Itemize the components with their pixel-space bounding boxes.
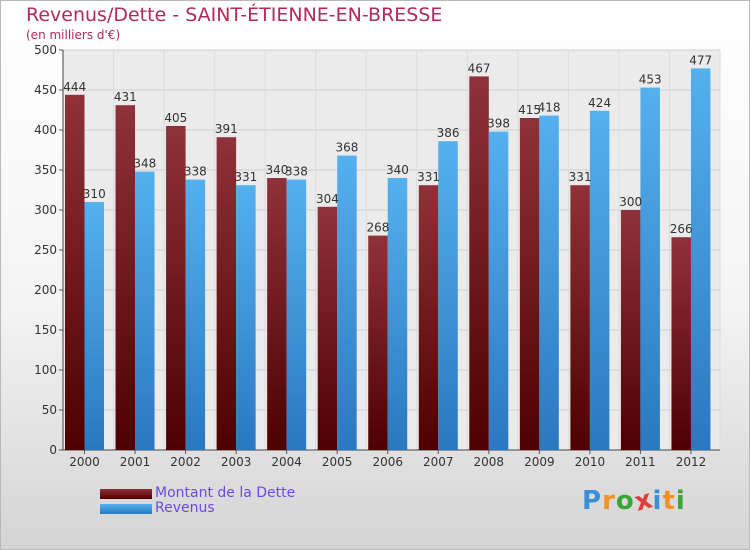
- data-label-revenus: 348: [133, 157, 156, 171]
- bar-dette: [519, 118, 540, 450]
- data-label-dette: 431: [114, 90, 137, 104]
- logo-letter: t: [662, 486, 676, 516]
- legend-label-dette: Montant de la Dette: [155, 485, 296, 501]
- bar-revenus: [387, 178, 408, 450]
- logo-letter: i: [675, 486, 686, 516]
- logo-letter: P: [582, 486, 603, 516]
- chart-subtitle: (en milliers d'€): [26, 28, 121, 42]
- data-label-dette: 415: [518, 103, 541, 117]
- data-label-revenus: 338: [184, 165, 207, 179]
- data-label-revenus: 338: [285, 165, 308, 179]
- chart-title: Revenus/Dette - SAINT-ÉTIENNE-EN-BRESSE: [26, 4, 443, 26]
- bar-dette: [469, 76, 489, 451]
- logo-letter: r: [602, 486, 616, 516]
- data-label-dette: 268: [367, 221, 390, 235]
- x-tick-label: 2011: [625, 455, 656, 469]
- x-tick-label: 2012: [676, 455, 707, 469]
- bar-dette: [267, 178, 287, 450]
- y-tick-label: 350: [34, 163, 57, 177]
- bar-revenus: [488, 131, 509, 450]
- bar-revenus: [438, 141, 458, 450]
- x-tick-label: 2010: [575, 455, 606, 469]
- data-label-revenus: 340: [386, 163, 409, 177]
- legend-swatch-revenus: [100, 504, 152, 514]
- x-tick-label: 2007: [423, 455, 454, 469]
- bar-dette: [317, 206, 338, 450]
- logo-letter: o: [615, 486, 635, 516]
- legend-label-revenus: Revenus: [155, 500, 215, 516]
- y-tick-label: 250: [34, 243, 57, 257]
- data-label-revenus: 310: [83, 187, 106, 201]
- bar-revenus: [589, 110, 610, 451]
- data-label-dette: 300: [619, 195, 642, 209]
- data-label-revenus: 368: [335, 141, 358, 155]
- x-tick-label: 2009: [524, 455, 555, 469]
- y-tick-label: 300: [34, 203, 57, 217]
- data-label-dette: 391: [215, 122, 238, 136]
- bar-revenus: [690, 68, 711, 451]
- x-tick-label: 2001: [120, 455, 151, 469]
- bar-revenus: [286, 179, 307, 450]
- data-labels: 4443104313484053383913313403383043682683…: [63, 53, 712, 236]
- data-label-revenus: 453: [639, 73, 662, 87]
- y-tick-label: 450: [34, 83, 57, 97]
- bar-dette: [115, 105, 136, 450]
- y-tick-label: 0: [49, 443, 57, 457]
- data-label-revenus: 331: [234, 170, 257, 184]
- bar-dette: [620, 210, 641, 450]
- data-label-dette: 266: [670, 222, 693, 236]
- x-tick-label: 2006: [372, 455, 403, 469]
- y-tick-label: 400: [34, 123, 57, 137]
- data-label-dette: 405: [164, 111, 187, 125]
- data-label-revenus: 386: [437, 126, 460, 140]
- bar-revenus: [640, 87, 660, 450]
- data-label-revenus: 424: [588, 96, 611, 110]
- bar-revenus: [84, 202, 104, 450]
- data-label-revenus: 477: [689, 53, 712, 67]
- x-tick-label: 2004: [271, 455, 302, 469]
- legend-swatch-dette: [100, 489, 152, 499]
- bar-dette: [671, 237, 691, 450]
- y-tick-label: 150: [34, 323, 57, 337]
- data-label-dette: 331: [417, 170, 440, 184]
- data-label-revenus: 398: [487, 117, 510, 131]
- y-tick-label: 200: [34, 283, 57, 297]
- bars: [65, 68, 711, 451]
- x-tick-label: 2000: [69, 455, 100, 469]
- bar-dette: [166, 126, 186, 450]
- x-tick-label: 2005: [322, 455, 353, 469]
- data-label-dette: 340: [265, 163, 288, 177]
- bar-dette: [216, 137, 237, 450]
- data-label-revenus: 418: [538, 101, 561, 115]
- data-label-dette: 467: [468, 61, 491, 75]
- bar-dette: [570, 185, 590, 450]
- data-label-dette: 444: [63, 80, 86, 94]
- x-tick-label: 2002: [170, 455, 201, 469]
- data-label-dette: 304: [316, 192, 339, 206]
- x-tick-label: 2008: [474, 455, 505, 469]
- y-tick-label: 50: [42, 403, 57, 417]
- bar-revenus: [135, 171, 155, 450]
- x-tick-label: 2003: [221, 455, 252, 469]
- bar-revenus: [236, 185, 256, 450]
- data-label-dette: 331: [569, 170, 592, 184]
- y-tick-label: 500: [34, 43, 57, 57]
- bar-dette: [418, 185, 439, 450]
- bar-dette: [368, 235, 388, 450]
- bar-revenus: [337, 155, 357, 450]
- proxiti-logo: Proxiti: [582, 484, 686, 518]
- bar-revenus: [539, 115, 559, 450]
- bar-dette: [65, 94, 85, 451]
- logo-letter: i: [652, 486, 663, 516]
- bar-revenus: [185, 179, 206, 450]
- y-tick-label: 100: [34, 363, 57, 377]
